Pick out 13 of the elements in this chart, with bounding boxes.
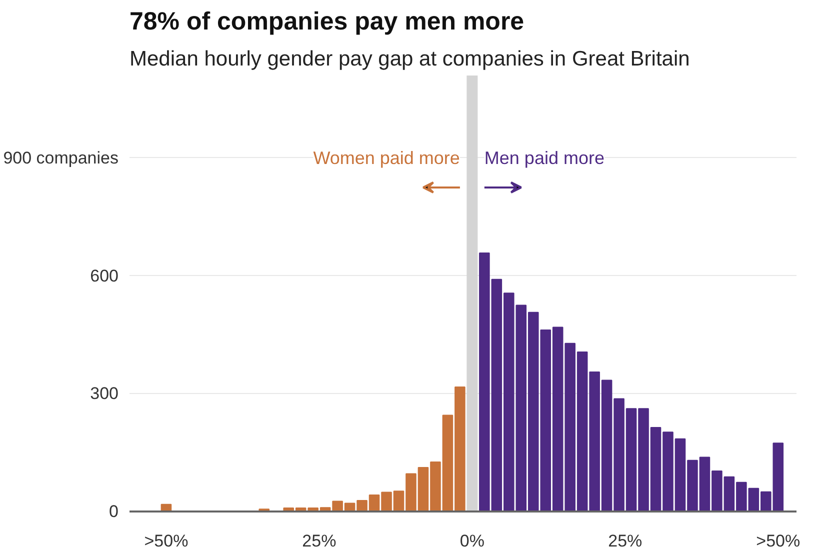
- x-tick-label: 25%: [608, 532, 642, 550]
- x-tick-label: >50%: [756, 532, 800, 550]
- y-tick-label: 600: [90, 266, 119, 286]
- x-tick-label: 25%: [302, 532, 336, 550]
- y-tick-label: 300: [90, 384, 119, 404]
- chart-subtitle: Median hourly gender pay gap at companies in Great Britain: [130, 48, 690, 70]
- y-tick-label: 900 companies: [3, 148, 119, 168]
- text: Women paid more: [313, 148, 460, 168]
- x-tick-label: >50%: [144, 532, 188, 550]
- chart-title: 78% of companies pay men more: [130, 8, 524, 36]
- text: Men paid more: [484, 148, 604, 168]
- y-tick-label: 0: [109, 502, 119, 521]
- x-tick-label: 0%: [460, 532, 484, 550]
